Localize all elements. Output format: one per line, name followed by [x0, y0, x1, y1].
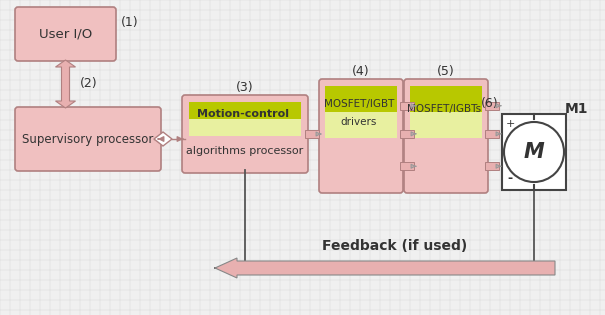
FancyBboxPatch shape: [319, 79, 403, 193]
FancyBboxPatch shape: [400, 130, 414, 138]
Bar: [325, 112, 397, 138]
FancyBboxPatch shape: [485, 130, 499, 138]
FancyBboxPatch shape: [15, 7, 116, 61]
Text: M: M: [523, 142, 545, 162]
Text: +: +: [505, 119, 515, 129]
Bar: [325, 86, 397, 112]
Text: MOSFET/IGBT: MOSFET/IGBT: [324, 99, 394, 109]
FancyBboxPatch shape: [502, 114, 566, 190]
Polygon shape: [215, 258, 555, 278]
FancyBboxPatch shape: [400, 102, 414, 110]
Polygon shape: [154, 132, 172, 146]
FancyBboxPatch shape: [404, 79, 488, 193]
Text: Motion-control: Motion-control: [197, 109, 289, 119]
Text: Feedback (if used): Feedback (if used): [322, 239, 468, 253]
FancyBboxPatch shape: [400, 162, 414, 170]
FancyBboxPatch shape: [305, 130, 319, 138]
Text: -: -: [508, 172, 512, 185]
Text: (3): (3): [236, 82, 254, 94]
Text: User I/O: User I/O: [39, 27, 92, 41]
Text: (6): (6): [480, 98, 498, 111]
FancyBboxPatch shape: [485, 162, 499, 170]
Text: (4): (4): [352, 66, 370, 78]
Bar: [410, 86, 482, 112]
FancyBboxPatch shape: [485, 102, 499, 110]
Bar: [410, 112, 482, 138]
Bar: [189, 102, 301, 119]
Circle shape: [504, 122, 564, 182]
FancyBboxPatch shape: [15, 107, 161, 171]
Polygon shape: [56, 60, 76, 108]
Text: M1: M1: [564, 102, 587, 116]
Text: algorithms processor: algorithms processor: [186, 146, 304, 156]
Text: (1): (1): [121, 16, 139, 29]
Text: (2): (2): [79, 77, 97, 90]
FancyBboxPatch shape: [182, 95, 308, 173]
Text: (5): (5): [437, 66, 455, 78]
Text: Supervisory processor: Supervisory processor: [22, 133, 154, 146]
Bar: [189, 119, 301, 136]
Text: drivers: drivers: [341, 117, 377, 127]
Text: MOSFET/IGBTs: MOSFET/IGBTs: [407, 104, 481, 114]
